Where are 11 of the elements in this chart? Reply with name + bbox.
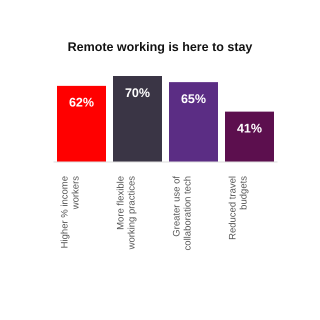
- bar: [57, 86, 106, 162]
- chart-title: Remote working is here to stay: [66, 40, 254, 54]
- x-tick-label: Higher % income workers: [60, 176, 82, 248]
- bar: [113, 76, 162, 162]
- x-tick-label: Reduced travel budgets: [228, 176, 250, 240]
- bar: [169, 82, 218, 162]
- data-label: 70%: [124, 86, 150, 100]
- data-label: 41%: [236, 122, 262, 136]
- data-label: 62%: [68, 96, 94, 110]
- data-label: 65%: [180, 92, 206, 106]
- bar: [225, 112, 274, 162]
